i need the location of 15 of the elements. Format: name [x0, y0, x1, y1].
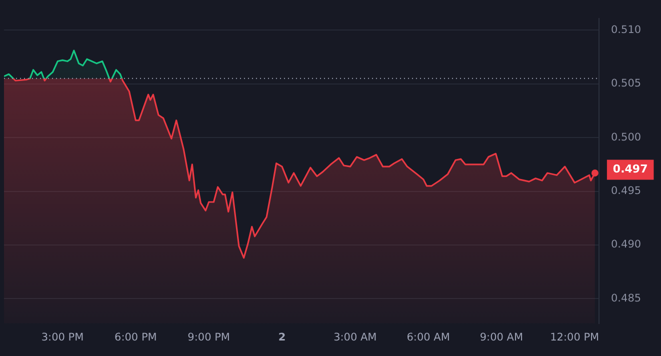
x-tick-label: 3:00 PM: [41, 331, 84, 344]
x-tick-label: 6:00 PM: [114, 331, 157, 344]
y-tick-label: 0.485: [611, 292, 642, 304]
x-tick-label: 9:00 PM: [188, 331, 230, 344]
annotation: 0.497: [612, 162, 648, 176]
x-tick-label: 6:00 AM: [406, 331, 450, 344]
y-tick-label: 0.505: [611, 78, 642, 90]
y-tick-label: 0.490: [611, 238, 642, 251]
y-tick-label: 0.510: [611, 24, 642, 36]
y-tick-label: 0.495: [611, 184, 642, 197]
x-tick-label: 3:00 AM: [334, 331, 377, 344]
x-tick-label: 2: [278, 331, 286, 344]
x-tick-label: 9:00 AM: [480, 331, 524, 344]
x-tick-label: 12:00 PM: [550, 331, 600, 344]
y-tick-label: 0.500: [611, 131, 642, 144]
